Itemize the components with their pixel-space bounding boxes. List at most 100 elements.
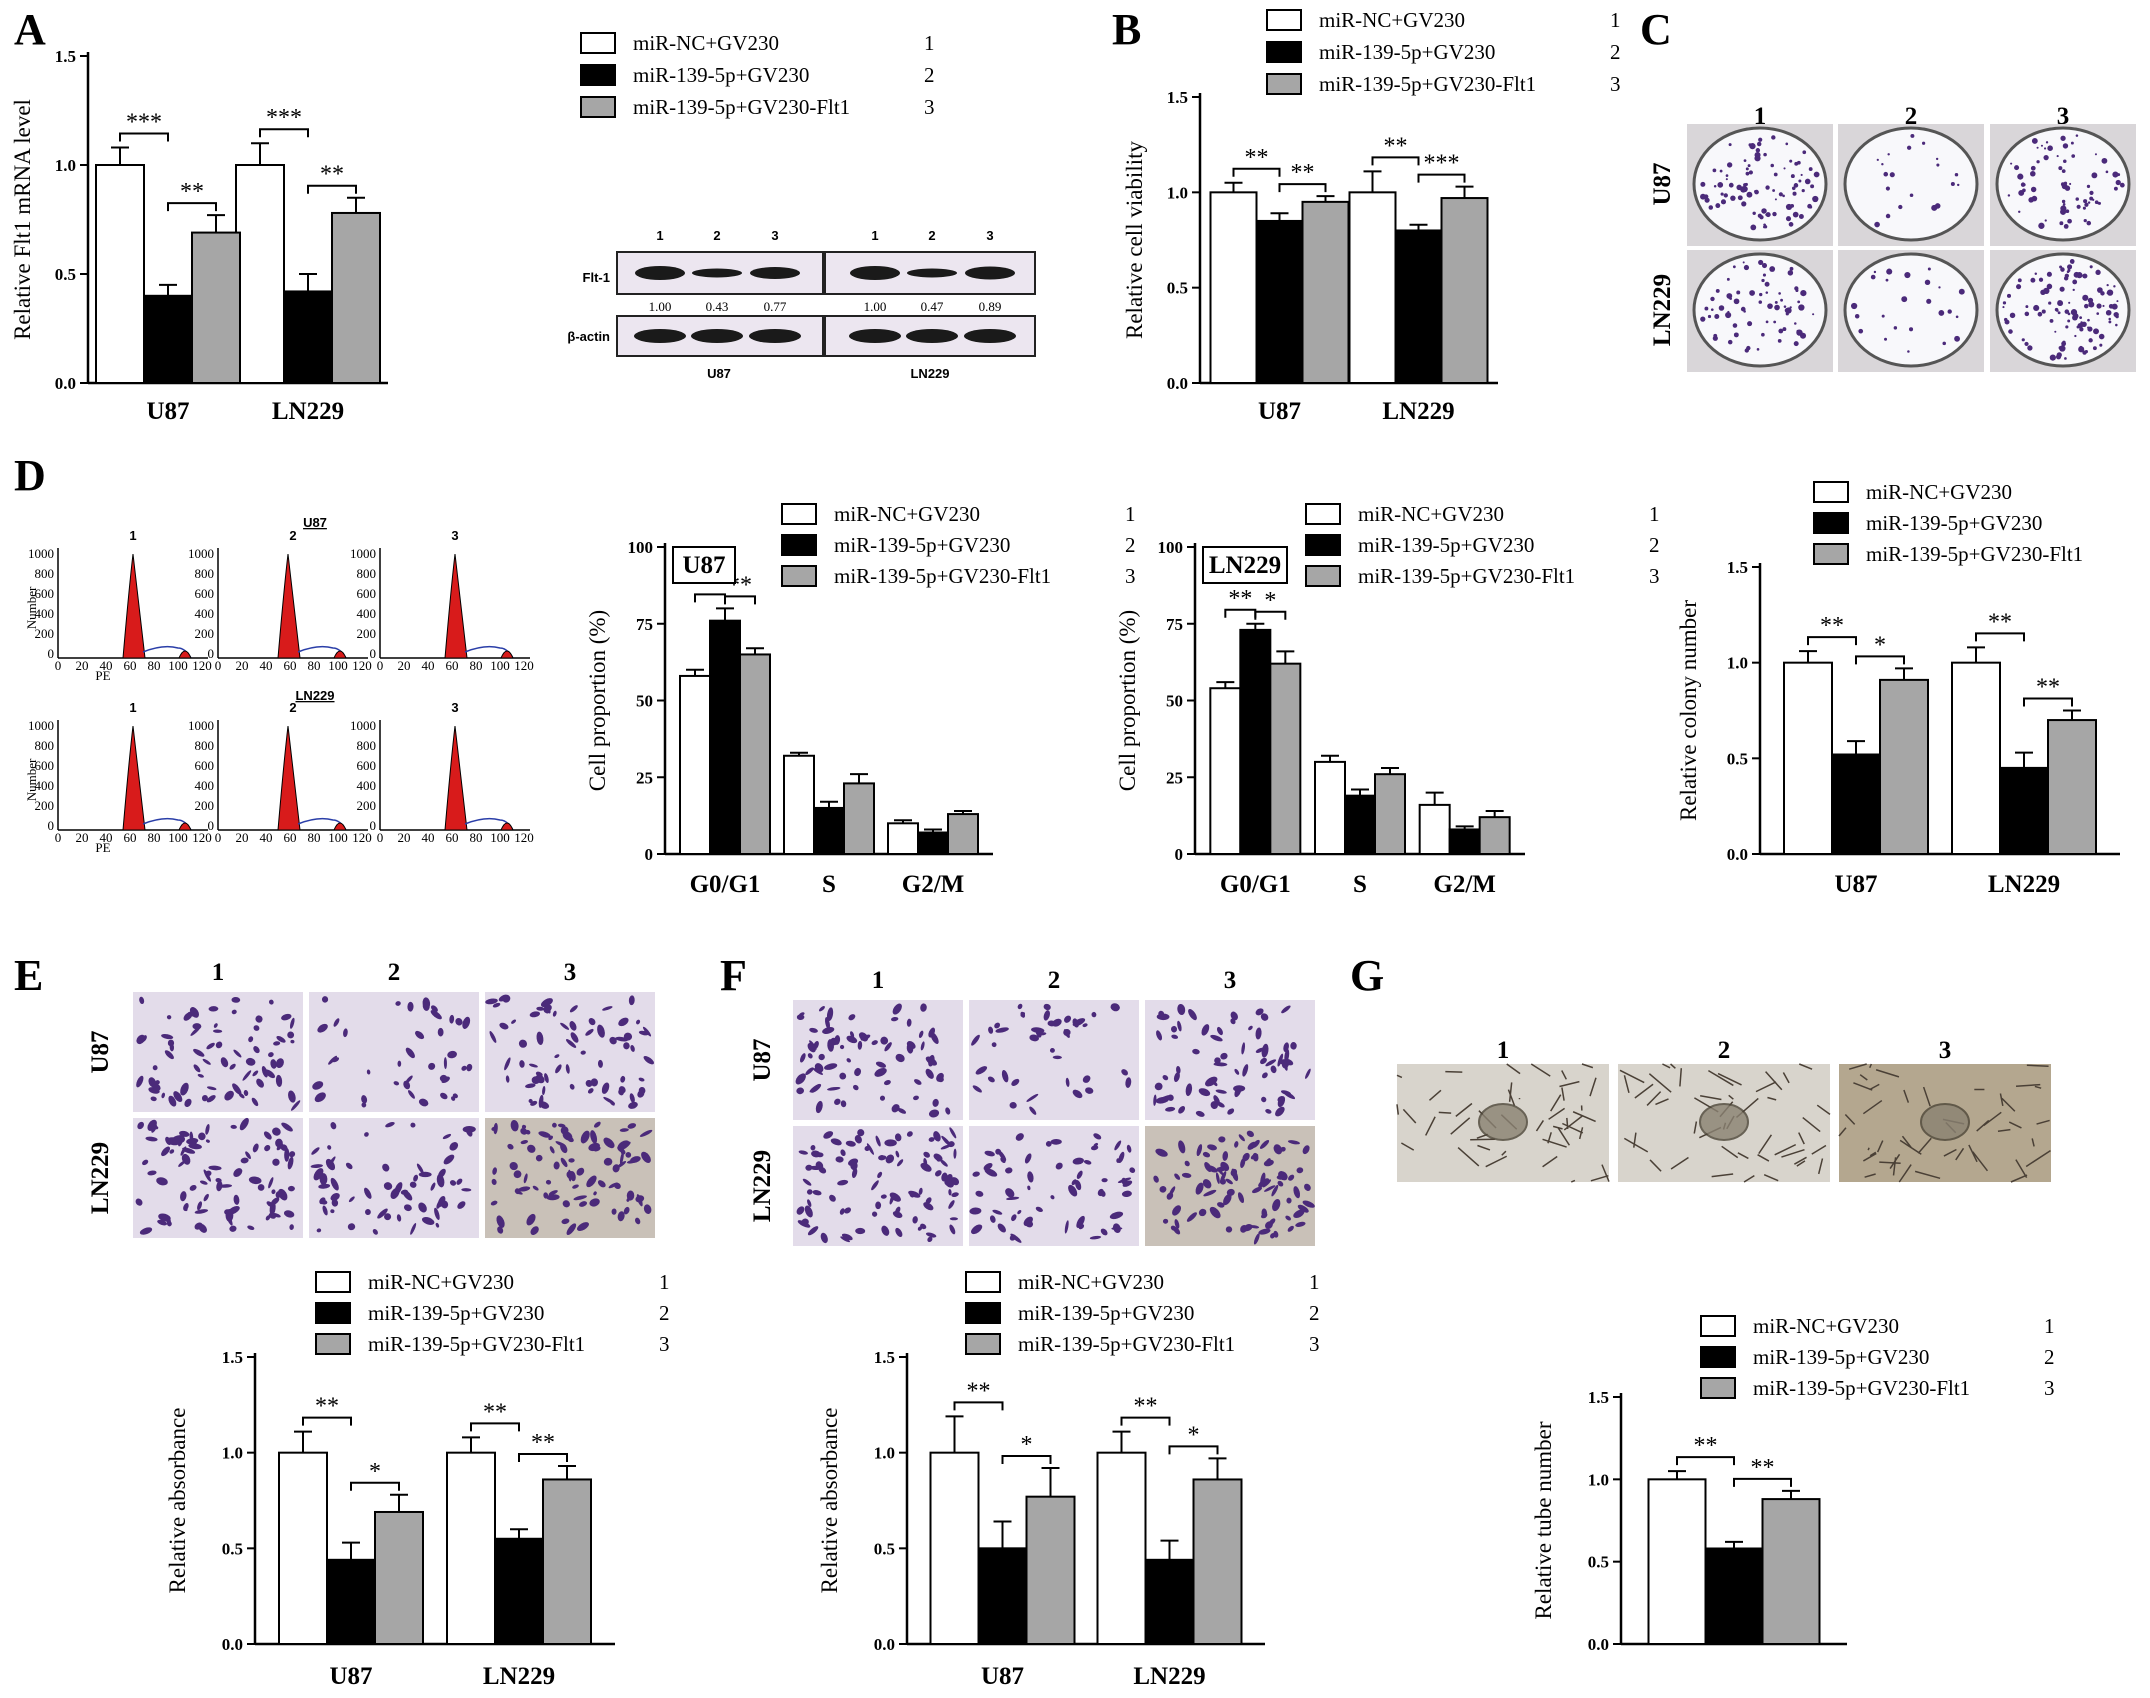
significance-bracket: ** [302, 1394, 352, 1426]
stained-cell [593, 1191, 597, 1196]
colony-dot [2072, 288, 2075, 292]
colony-dot [2027, 345, 2033, 351]
colony-dot [1756, 141, 1762, 147]
bracket-line [1417, 173, 1466, 183]
stained-cell [1293, 1186, 1301, 1199]
stained-cell [834, 1035, 841, 1045]
colony-dot [2065, 325, 2069, 329]
tube-segment [1396, 1074, 1403, 1079]
stained-cell [896, 1159, 904, 1167]
stained-cell [189, 1007, 199, 1018]
stained-cell [1114, 1140, 1122, 1151]
stained-cell [552, 1122, 557, 1128]
y-tick-label: 1.5 [1167, 88, 1188, 107]
stained-cell [278, 1188, 288, 1201]
tube-segment [1396, 1104, 1400, 1115]
stained-cell [1286, 1197, 1292, 1204]
g2-peak [500, 650, 514, 659]
significance-bracket: * [1254, 588, 1287, 620]
stained-cell [805, 1164, 813, 1171]
y-axis-label: Relative cell viability [1122, 141, 1147, 339]
colony-dot [2036, 160, 2040, 164]
stained-cell [1185, 1083, 1193, 1097]
stained-cell [925, 1068, 934, 1079]
colony-dot [1907, 350, 1910, 353]
stained-cell [1165, 1106, 1176, 1112]
colony-dot [1745, 167, 1749, 171]
stained-cell [529, 1215, 535, 1220]
hist-x-tick: 40 [100, 830, 113, 845]
g2-peak [178, 650, 192, 659]
tube-segment [1450, 1117, 1471, 1135]
stained-cell [988, 1026, 994, 1034]
stained-cell [590, 1130, 598, 1144]
stained-cell [629, 1093, 635, 1104]
colony-dot [1756, 348, 1760, 351]
colony-dot [1772, 211, 1777, 217]
y-tick-label: 0.5 [55, 265, 76, 284]
bar-s3-s [843, 782, 875, 856]
y-tick-label: 25 [1166, 768, 1183, 787]
bar-s2-u87 [1255, 219, 1304, 384]
stained-cell [586, 1175, 597, 1188]
stained-cell [1202, 1179, 1212, 1189]
bar-s3-u87 [191, 231, 241, 384]
y-tick-label: 0.5 [1588, 1553, 1609, 1572]
lane-number: 2 [928, 228, 935, 243]
stained-cell [995, 1148, 1002, 1155]
stained-cell [239, 1117, 249, 1131]
hist-x-tick: 60 [124, 830, 137, 845]
tube-segment [1943, 1148, 1957, 1157]
bar-s2-ln229 [1999, 766, 2049, 856]
stained-cell [953, 1148, 957, 1159]
significance-bracket: * [1168, 1422, 1219, 1455]
stained-cell [1246, 1130, 1254, 1138]
significance-stars: * [369, 1459, 381, 1485]
bar-s2-s [813, 806, 845, 856]
stained-cell [1093, 1133, 1102, 1140]
stained-cell [203, 1169, 212, 1182]
micrograph-tile [969, 1000, 1139, 1120]
bar-s3-g2m [1478, 816, 1511, 855]
stained-cell [846, 1058, 851, 1063]
stained-cell [264, 1069, 276, 1079]
stained-cell [618, 1089, 624, 1096]
stained-cell [897, 1107, 907, 1114]
stained-cell [197, 1201, 203, 1211]
stained-cell [972, 1085, 982, 1093]
tube-segment [1693, 1121, 1698, 1134]
hist-x-tick: 100 [490, 830, 510, 845]
tube-micrograph [1396, 1063, 1610, 1183]
stained-cell [504, 1057, 511, 1071]
colony-dot [2119, 182, 2125, 188]
stained-cell [912, 1216, 918, 1224]
stained-cell [197, 1073, 204, 1078]
stained-cell [895, 1227, 903, 1237]
blot-band-flt1 [750, 267, 800, 279]
stained-cell [617, 1160, 627, 1168]
stained-cell [928, 1109, 940, 1118]
stained-cell [894, 1133, 902, 1142]
stained-cell [139, 1227, 153, 1235]
g2-peak [500, 822, 514, 831]
stained-cell [884, 1042, 892, 1052]
colony-dot [2024, 311, 2030, 317]
colony-dot [1777, 338, 1782, 343]
stained-cell [845, 1140, 856, 1147]
stained-cell [864, 1145, 871, 1151]
colony-dot [1785, 216, 1792, 222]
stained-cell [206, 1042, 215, 1050]
y-tick-label: 1.5 [222, 1348, 243, 1367]
stained-cell [560, 1157, 568, 1168]
micrograph-column-number: 3 [564, 959, 577, 986]
colony-dot [2059, 221, 2064, 226]
hist-y-tick: 0 [48, 646, 55, 661]
colony-dot [1789, 266, 1794, 271]
stained-cell [969, 1207, 982, 1215]
colony-dot [1765, 291, 1769, 294]
histogram-number: 3 [451, 700, 458, 715]
bracket-line [724, 595, 756, 605]
bar-s2-ln229 [1144, 1558, 1195, 1646]
stained-cell [284, 1147, 290, 1162]
stained-cell [525, 1083, 536, 1089]
